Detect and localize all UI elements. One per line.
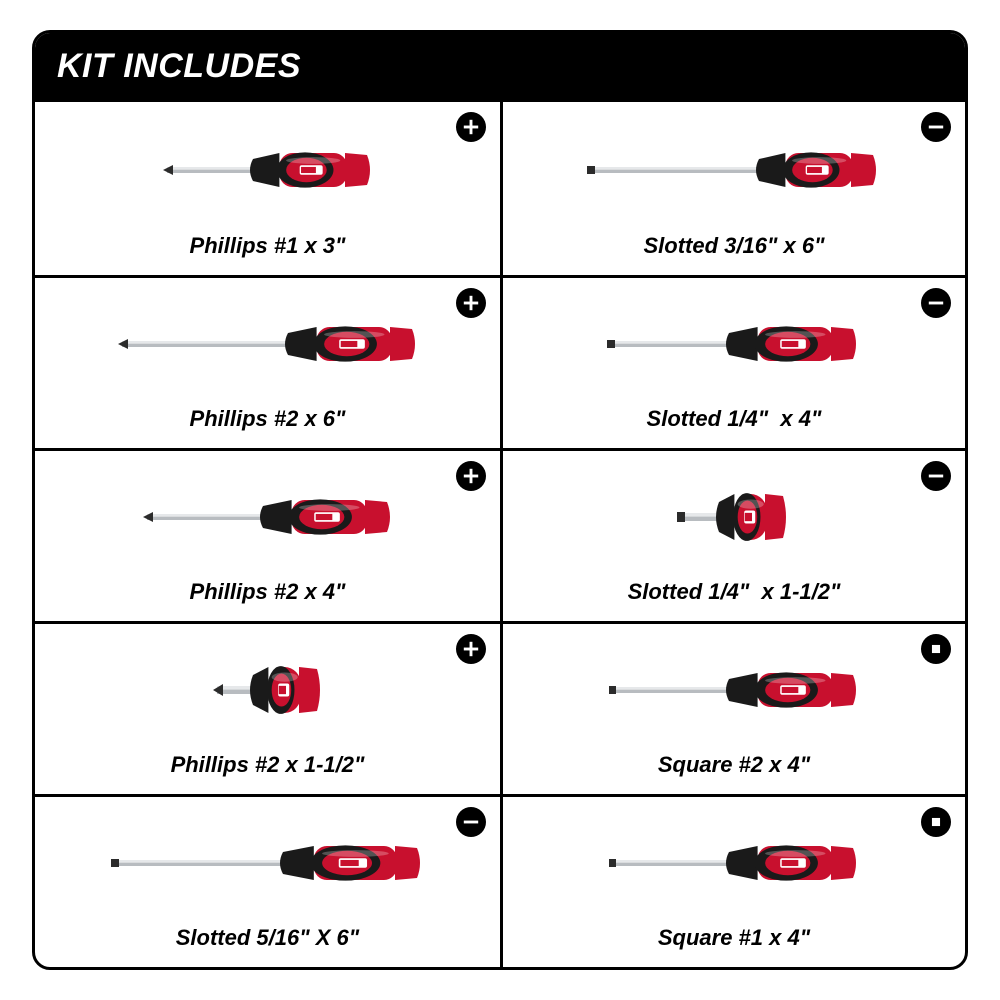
item-label: Square #1 x 4"	[658, 925, 810, 951]
screwdriver-illustration	[47, 288, 488, 400]
screwdriver-illustration	[515, 807, 953, 919]
slotted-tip-icon	[921, 112, 951, 142]
item-label: Phillips #1 x 3"	[190, 233, 346, 259]
kit-cell: Slotted 5/16" X 6"	[35, 794, 500, 967]
item-label: Slotted 1/4" x 1-1/2"	[628, 579, 841, 605]
kit-cell: Slotted 3/16" x 6"	[500, 102, 965, 275]
kit-panel: KIT INCLUDES Phillips #1 x 3"	[32, 30, 968, 970]
item-label: Slotted 5/16" X 6"	[176, 925, 359, 951]
item-label: Square #2 x 4"	[658, 752, 810, 778]
square-tip-icon	[921, 807, 951, 837]
slotted-tip-icon	[921, 288, 951, 318]
item-label: Phillips #2 x 6"	[190, 406, 346, 432]
phillips-tip-icon	[456, 634, 486, 664]
screwdriver-illustration	[515, 461, 953, 573]
slotted-tip-icon	[921, 461, 951, 491]
screwdriver-illustration	[47, 807, 488, 919]
phillips-tip-icon	[456, 461, 486, 491]
item-label: Phillips #2 x 4"	[190, 579, 346, 605]
kit-cell: Phillips #1 x 3"	[35, 102, 500, 275]
screwdriver-illustration	[47, 634, 488, 746]
item-label: Slotted 3/16" x 6"	[643, 233, 824, 259]
item-label: Phillips #2 x 1-1/2"	[171, 752, 365, 778]
kit-header: KIT INCLUDES	[35, 33, 965, 102]
phillips-tip-icon	[456, 112, 486, 142]
kit-header-title: KIT INCLUDES	[57, 47, 301, 85]
kit-grid: Phillips #1 x 3" Slotted 3/16" x 6"	[35, 102, 965, 967]
screwdriver-illustration	[515, 634, 953, 746]
kit-cell: Phillips #2 x 4"	[35, 448, 500, 621]
screwdriver-illustration	[515, 112, 953, 227]
kit-cell: Phillips #2 x 1-1/2"	[35, 621, 500, 794]
kit-cell: Slotted 1/4" x 4"	[500, 275, 965, 448]
phillips-tip-icon	[456, 288, 486, 318]
slotted-tip-icon	[456, 807, 486, 837]
square-tip-icon	[921, 634, 951, 664]
kit-cell: Slotted 1/4" x 1-1/2"	[500, 448, 965, 621]
item-label: Slotted 1/4" x 4"	[647, 406, 822, 432]
screwdriver-illustration	[515, 288, 953, 400]
screwdriver-illustration	[47, 461, 488, 573]
kit-cell: Square #1 x 4"	[500, 794, 965, 967]
kit-cell: Square #2 x 4"	[500, 621, 965, 794]
kit-cell: Phillips #2 x 6"	[35, 275, 500, 448]
screwdriver-illustration	[47, 112, 488, 227]
